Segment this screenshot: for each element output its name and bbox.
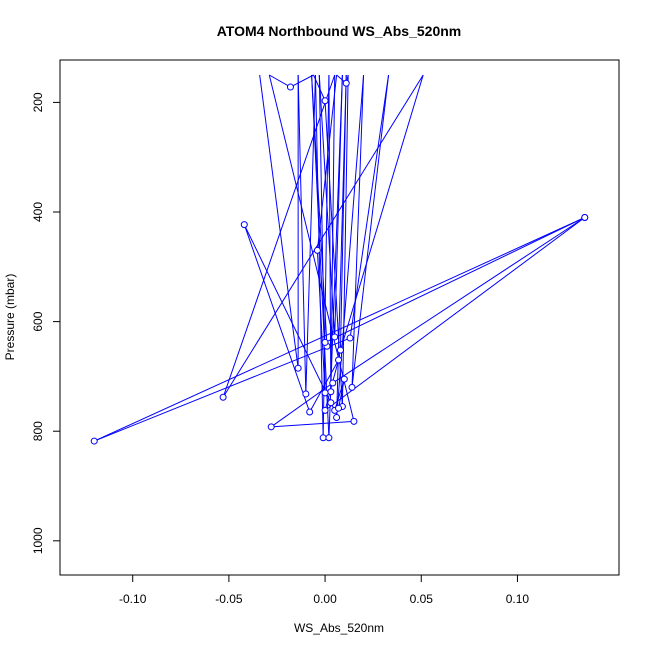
series-line-segment (259, 74, 299, 369)
series-line-segment (351, 74, 390, 388)
data-point (267, 423, 275, 431)
series-line-segment (332, 217, 586, 384)
data-point (335, 356, 343, 364)
x-axis: -0.10 -0.05 0.00 0.05 0.10 (119, 575, 529, 606)
data-point (340, 375, 348, 383)
series-line-segment (328, 74, 343, 438)
data-point (286, 83, 294, 91)
series-line-segment (328, 74, 332, 392)
data-point (327, 388, 335, 396)
series-line-segment (270, 382, 334, 428)
series-line-segment (290, 74, 314, 88)
y-axis: 200 400 600 800 1000 (31, 92, 60, 554)
series-line-segment (94, 217, 585, 442)
data-point (90, 437, 98, 445)
data-point (333, 414, 341, 422)
series-line-segment (243, 224, 332, 403)
series-line-segment (324, 217, 585, 343)
y-tick-label: 600 (31, 311, 45, 331)
data-point (581, 213, 589, 221)
data-point (331, 333, 339, 341)
x-tick-label: 0.10 (506, 592, 530, 606)
series-line-segment (222, 74, 424, 398)
series-line-segment (94, 337, 351, 442)
data-point (342, 79, 350, 87)
series-layer (90, 74, 589, 445)
data-point (313, 246, 321, 254)
y-tick-label: 1000 (31, 527, 45, 554)
x-tick-label: 0.05 (410, 592, 434, 606)
series-line-segment (334, 379, 345, 411)
x-tick-label: -0.10 (119, 592, 147, 606)
series-line-segment (339, 74, 424, 351)
series-line-segment (351, 74, 365, 388)
y-tick-label: 800 (31, 421, 45, 441)
data-point (346, 334, 354, 342)
data-point (336, 346, 344, 354)
x-tick-label: -0.05 (215, 592, 243, 606)
data-point (321, 338, 329, 346)
chart-title: ATOM4 Northbound WS_Abs_520nm (217, 23, 462, 39)
data-point (321, 97, 329, 105)
series-line-segment (318, 74, 336, 337)
series-line-segment (311, 74, 328, 347)
data-point (335, 404, 343, 412)
x-axis-label: WS_Abs_520nm (294, 621, 384, 635)
series-line-segment (324, 217, 586, 411)
data-point (319, 434, 327, 442)
data-point (325, 434, 333, 442)
data-point (329, 379, 337, 387)
data-point (350, 417, 358, 425)
series-line-segment (243, 224, 311, 413)
x-tick-label: 0.00 (313, 592, 337, 606)
data-point (294, 364, 302, 372)
series-line-segment (311, 74, 330, 438)
series-line-segment (349, 74, 390, 339)
y-axis-label: Pressure (mbar) (3, 274, 17, 361)
y-tick-label: 400 (31, 202, 45, 222)
series-line-segment (297, 74, 307, 394)
data-point (240, 221, 248, 229)
series-line-segment (338, 379, 345, 409)
series-line-segment (269, 74, 291, 88)
series-line-segment (222, 74, 336, 398)
plot-frame (59, 59, 620, 576)
data-point (219, 393, 227, 401)
series-line-segment (316, 250, 326, 393)
data-point (321, 406, 329, 414)
series-line-segment (314, 74, 324, 438)
data-point (306, 408, 314, 416)
data-point (302, 390, 310, 398)
data-point (321, 389, 329, 397)
series-line-segment (309, 359, 339, 413)
series-line-segment (271, 420, 354, 428)
data-point (348, 383, 356, 391)
series-line-segment (316, 74, 338, 251)
y-tick-label: 200 (31, 92, 45, 112)
data-point (327, 399, 335, 407)
